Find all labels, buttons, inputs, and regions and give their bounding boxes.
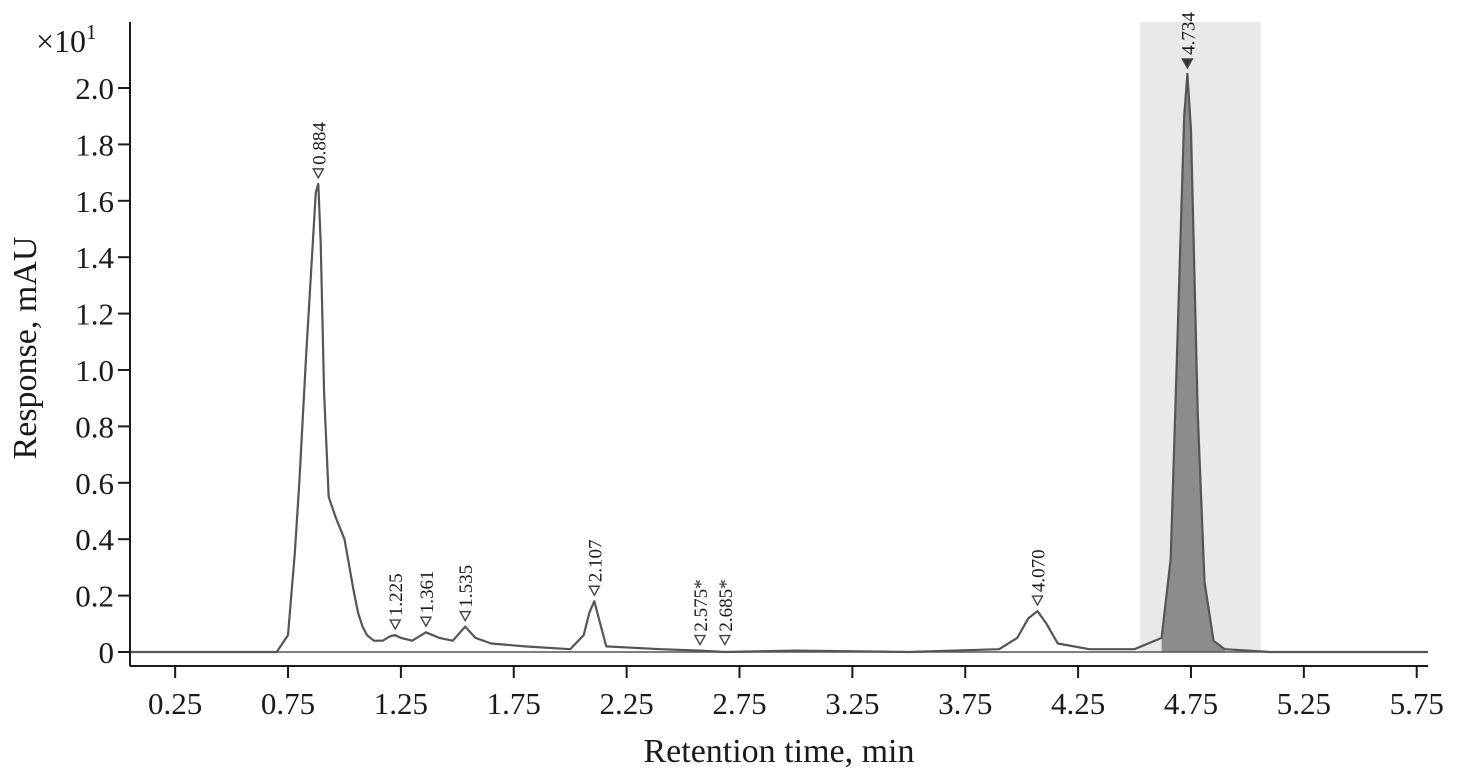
peak-marker [312, 168, 325, 180]
peak-label: 4.070 [1028, 549, 1049, 592]
x-tick-label: 2.25 [600, 686, 654, 721]
y-tick-label: 0.8 [75, 409, 114, 444]
y-multiplier-label: ×101 [36, 20, 97, 59]
y-axis-title: Response, mAU [7, 237, 44, 460]
peak-label: 0.884 [309, 122, 330, 165]
peak-label: 4.734 [1178, 12, 1199, 55]
x-tick-label: 5.75 [1390, 686, 1444, 721]
x-axis-title: Retention time, min [643, 733, 914, 770]
x-tick-label: 5.25 [1277, 686, 1331, 721]
peak-label: 2.107 [585, 539, 606, 582]
selected-peak-area [1161, 73, 1225, 652]
x-tick-label: 3.25 [825, 686, 879, 721]
peak-marker [1031, 595, 1044, 607]
y-tick-label: 0.4 [75, 522, 114, 557]
peak-label: 1.225 [386, 573, 407, 616]
x-tick-label: 4.25 [1051, 686, 1105, 721]
x-tick-label: 3.75 [938, 686, 992, 721]
y-tick-label: 0 [99, 635, 115, 670]
peak-marker [389, 619, 402, 631]
peak-marker [459, 610, 472, 623]
y-tick-label: 2.0 [75, 71, 114, 106]
peak-marker [419, 616, 433, 628]
peak-label: 1.535 [456, 565, 477, 608]
series-line [130, 72, 1428, 654]
x-tick-label: 0.25 [148, 686, 202, 721]
y-tick-label: 1.6 [75, 184, 114, 219]
y-tick-label: 1.2 [75, 297, 114, 332]
x-tick-label: 1.25 [374, 686, 428, 721]
y-tick-label: 1.8 [75, 127, 114, 162]
peak-marker [588, 585, 601, 597]
peak-marker [693, 634, 707, 647]
x-tick-label: 2.75 [712, 686, 766, 721]
x-tick-label: 0.75 [261, 686, 315, 721]
y-tick-label: 0.2 [75, 579, 114, 614]
peak-label: 1.361 [417, 571, 438, 614]
y-tick-label: 1.0 [75, 353, 114, 388]
y-tick-label: 0.6 [75, 466, 114, 501]
peak-label: 2.575* [691, 579, 712, 631]
peak-label: 2.685* [716, 579, 737, 631]
peak-marker [718, 634, 732, 647]
x-tick-label: 1.75 [487, 686, 541, 721]
peak-marker [1181, 58, 1194, 70]
y-tick-label: 1.4 [75, 240, 114, 275]
x-tick-label: 4.75 [1164, 686, 1218, 721]
